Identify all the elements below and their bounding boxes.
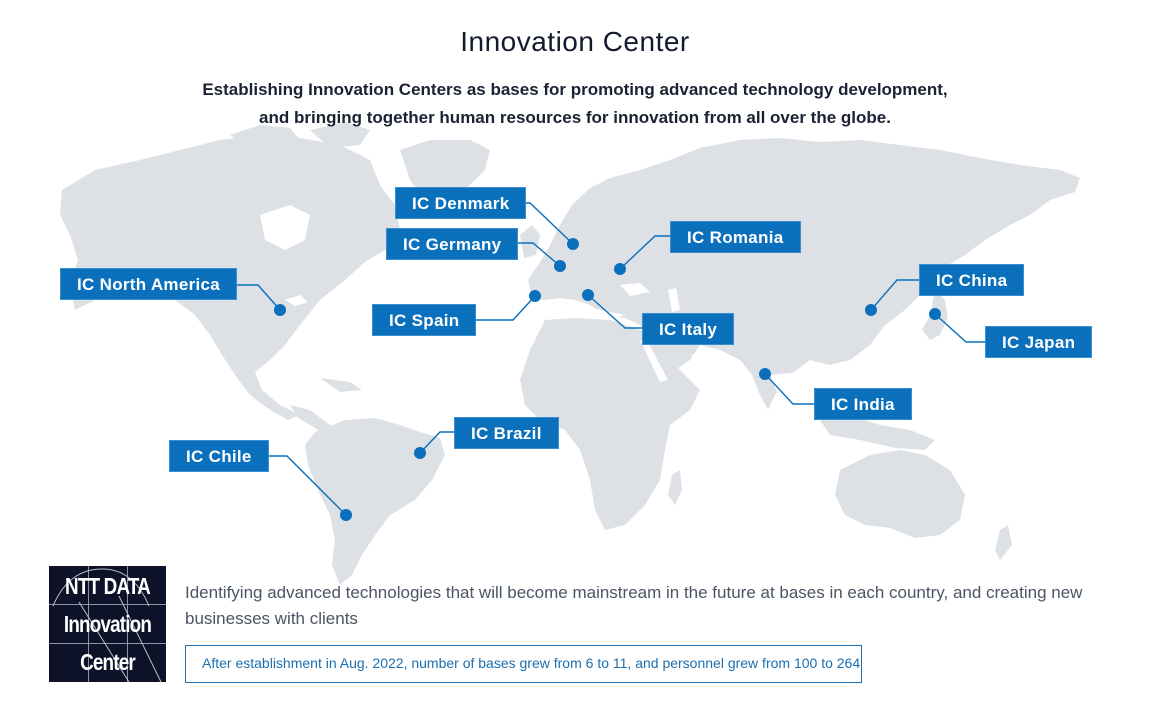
description-text: Identifying advanced technologies that w… (185, 583, 1083, 628)
logo-line-3: Center (80, 649, 136, 675)
subtitle-line-1: Establishing Innovation Centers as bases… (202, 80, 948, 99)
label-chile[interactable]: IC Chile (169, 440, 269, 472)
logo-line-1: NTT DATA (65, 573, 151, 599)
label-denmark[interactable]: IC Denmark (395, 187, 527, 219)
dot-italy[interactable] (582, 289, 594, 301)
dot-spain[interactable] (529, 290, 541, 302)
label-romania[interactable]: IC Romania (670, 221, 801, 253)
dot-chile[interactable] (340, 509, 352, 521)
dot-germany[interactable] (554, 260, 566, 272)
label-japan[interactable]: IC Japan (985, 326, 1093, 358)
subtitle-line-2: and bringing together human resources fo… (259, 108, 891, 127)
dot-japan[interactable] (929, 308, 941, 320)
label-italy[interactable]: IC Italy (642, 313, 735, 345)
label-north-america[interactable]: IC North America (60, 268, 238, 300)
dot-romania[interactable] (614, 263, 626, 275)
dot-brazil[interactable] (414, 447, 426, 459)
logo-arc-icon (52, 568, 162, 682)
dot-china[interactable] (865, 304, 877, 316)
dot-north-america[interactable] (274, 304, 286, 316)
dot-india[interactable] (759, 368, 771, 380)
dot-denmark[interactable] (567, 238, 579, 250)
logo-line-2: Innovation (63, 611, 152, 637)
label-china[interactable]: IC China (919, 264, 1025, 296)
label-spain[interactable]: IC Spain (372, 304, 477, 336)
growth-note-box: After establishment in Aug. 2022, number… (185, 645, 862, 683)
ntt-data-innovation-center-logo: NTT DATA Innovation Center (49, 566, 166, 682)
page-title: Innovation Center (460, 26, 690, 57)
label-germany[interactable]: IC Germany (386, 228, 519, 260)
label-india[interactable]: IC India (814, 388, 912, 420)
page-subtitle: Establishing Innovation Centers as bases… (0, 76, 1150, 132)
label-brazil[interactable]: IC Brazil (454, 417, 559, 449)
